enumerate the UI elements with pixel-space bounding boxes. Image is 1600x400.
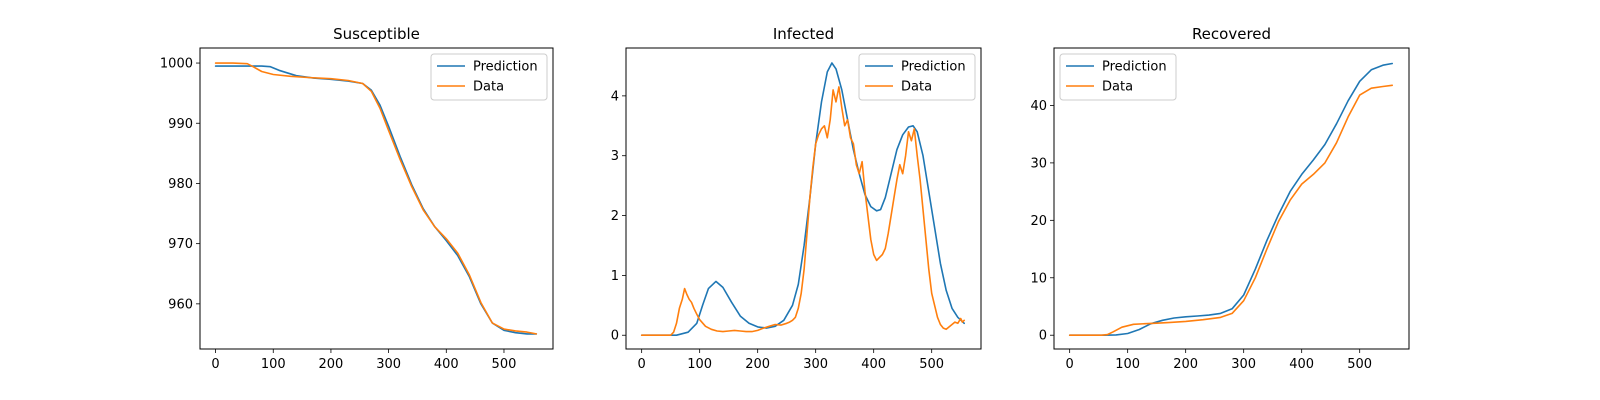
legend-label-data: Data [901, 80, 932, 95]
y-tick-label: 960 [168, 297, 193, 312]
y-tick-label: 990 [168, 117, 193, 132]
y-tick-label: 10 [1030, 271, 1047, 286]
x-tick-label: 400 [861, 357, 886, 372]
y-tick-label: 20 [1030, 214, 1047, 229]
chart-title: Infected [773, 25, 834, 43]
y-tick-label: 0 [1039, 329, 1047, 344]
series-line-data [1068, 84, 1393, 337]
x-tick-label: 100 [261, 357, 286, 372]
y-tick-label: 1000 [160, 57, 193, 72]
y-tick-label: 30 [1030, 156, 1047, 171]
x-tick-label: 400 [434, 357, 459, 372]
axes-frame [1053, 47, 1410, 350]
series-line-prediction [214, 65, 538, 335]
x-tick-label: 400 [1289, 357, 1314, 372]
x-tick-label: 300 [1231, 357, 1256, 372]
x-tick-label: 0 [1066, 357, 1074, 372]
x-tick-label: 0 [638, 357, 646, 372]
chart-panel-3: 0 100 200 300 400 500 0 10 20 30 40 Recovered Predic… [1030, 25, 1410, 372]
x-tick-label: 200 [319, 357, 344, 372]
axes-frame [199, 47, 554, 350]
x-tick-label: 200 [1173, 357, 1198, 372]
x-tick-label: 500 [492, 357, 517, 372]
x-tick-label: 500 [1347, 357, 1372, 372]
legend: Prediction Data [1059, 53, 1177, 101]
y-tick-label: 40 [1030, 99, 1047, 114]
legend-label-prediction: Prediction [1102, 60, 1167, 75]
legend-label-prediction: Prediction [901, 60, 966, 75]
x-tick-label: 300 [803, 357, 828, 372]
series-line-prediction [640, 62, 966, 337]
legend: Prediction Data [858, 53, 976, 101]
y-tick-label: 980 [168, 177, 193, 192]
x-tick-label: 300 [376, 357, 401, 372]
legend: Prediction Data [430, 53, 548, 101]
y-tick-label: 970 [168, 237, 193, 252]
x-tick-label: 100 [1115, 357, 1140, 372]
legend-label-prediction: Prediction [473, 60, 538, 75]
y-tick-label: 2 [611, 209, 619, 224]
chart-title: Susceptible [333, 25, 420, 43]
chart-title: Recovered [1192, 25, 1271, 43]
legend-label-data: Data [473, 80, 504, 95]
series-line-prediction [1068, 62, 1393, 337]
y-tick-label: 1 [611, 269, 619, 284]
y-tick-label: 0 [611, 329, 619, 344]
series-line-data [214, 62, 538, 335]
y-tick-label: 3 [611, 149, 619, 164]
x-tick-label: 500 [919, 357, 944, 372]
x-tick-label: 200 [745, 357, 770, 372]
chart-panel-1: 0 100 200 300 400 500 960 970 980 990 1000 Suscepti… [160, 25, 554, 372]
series-line-data [640, 86, 966, 337]
x-tick-label: 100 [687, 357, 712, 372]
axes-frame [625, 47, 982, 350]
chart-panel-2: 0 100 200 300 400 500 0 1 2 3 4 Infected Prediction D… [611, 25, 982, 372]
y-tick-label: 4 [611, 89, 619, 104]
legend-label-data: Data [1102, 80, 1133, 95]
x-tick-label: 0 [211, 357, 219, 372]
